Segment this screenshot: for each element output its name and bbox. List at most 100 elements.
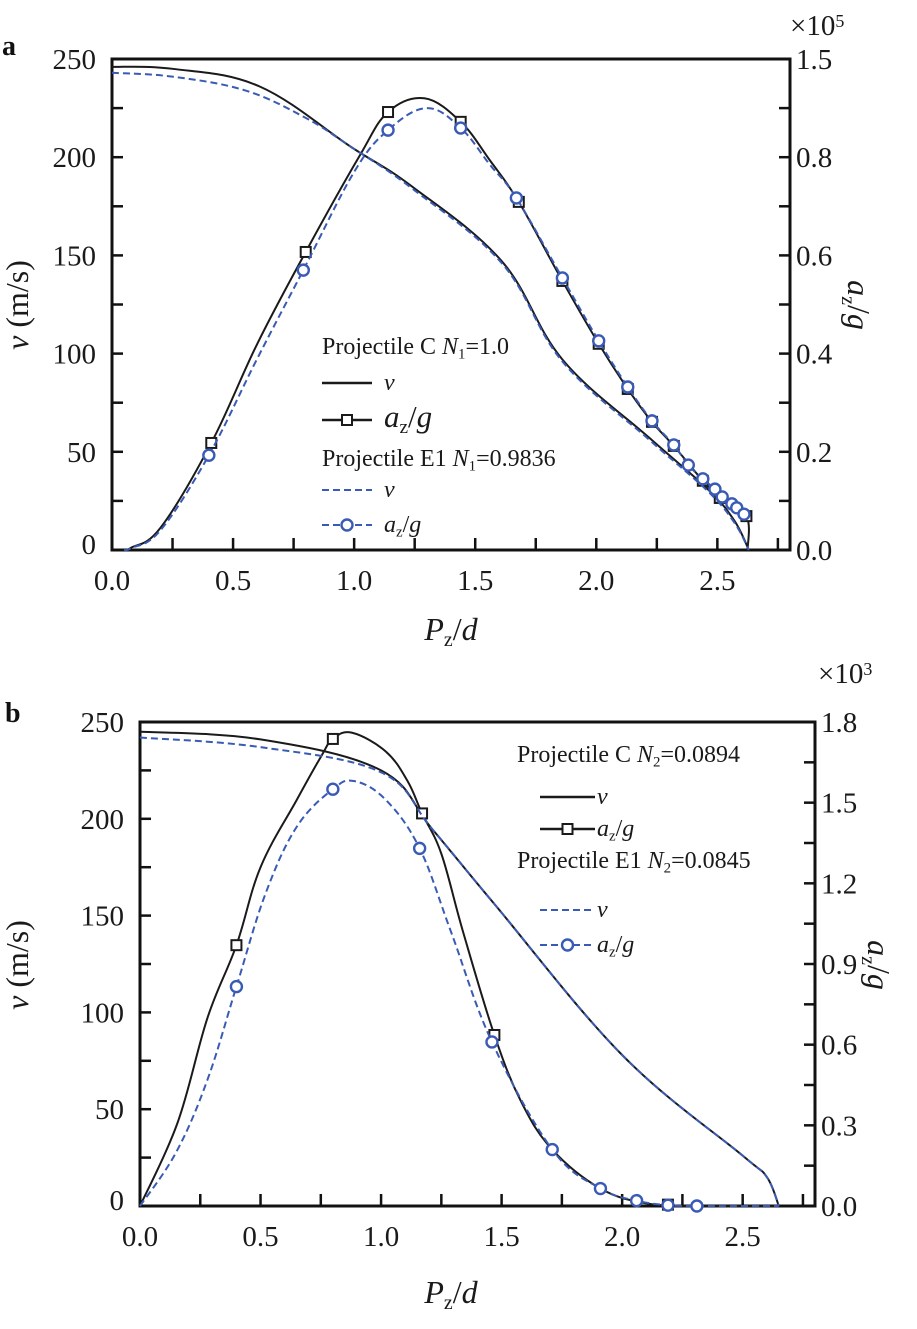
x-tick-label: 0.0: [122, 1221, 158, 1253]
x-tick-label: 1.5: [457, 565, 493, 597]
data-point-square: [230, 939, 243, 952]
data-point-square: [326, 732, 339, 745]
series-E1-v: [139, 736, 780, 1207]
y-axis-label: v (m/s): [0, 260, 35, 350]
x-tick-label: 0.0: [94, 565, 130, 597]
y-tick-label: 50: [67, 437, 96, 469]
x-tick-label: 2.5: [699, 565, 735, 597]
series-line: [123, 96, 750, 552]
y-tick-label: 150: [81, 901, 125, 933]
legend-title: Projectile C N1=1.0: [322, 334, 509, 362]
data-point-square: [299, 245, 312, 258]
y2-tick-label: 0.9: [821, 949, 857, 981]
legend-entry-label: v: [597, 784, 608, 810]
data-point-circle: [453, 121, 468, 135]
chart-panel-a: 0.0 0.5 1.0 1.5 2.0 2.5 0 50 100 150 200 250 0.0 0.2 0…: [0, 10, 877, 651]
x-tick-label: 0.5: [215, 565, 251, 597]
data-point-circle: [696, 472, 710, 486]
x-tick-label: 1.0: [363, 1221, 399, 1253]
data-point-circle: [681, 458, 695, 472]
series-line: [111, 71, 750, 551]
data-point-circle: [326, 782, 340, 796]
y2-tick-label: 1.8: [821, 707, 857, 739]
series-C-az-g: [139, 731, 779, 1211]
y2-multiplier: ×103: [818, 658, 872, 690]
data-point-circle: [412, 841, 427, 856]
y-tick-label: 200: [53, 142, 97, 174]
y2-multiplier: ×105: [790, 10, 844, 42]
y-tick-label: 50: [95, 1094, 124, 1126]
data-point-circle: [229, 979, 244, 994]
y2-axis-label: az/g: [857, 940, 897, 990]
y-tick-label: 0: [110, 1185, 125, 1217]
x-tick-label: 1.0: [336, 565, 372, 597]
data-point-circle: [661, 1198, 675, 1212]
data-point-circle: [629, 1193, 644, 1208]
y2-tick-label: 0.6: [821, 1030, 857, 1062]
y-tick-label: 100: [53, 339, 97, 371]
data-point-circle: [545, 1142, 559, 1157]
y-tick-label: 200: [81, 804, 125, 836]
panel-label: a: [2, 31, 16, 62]
y-tick-label: 100: [81, 997, 125, 1029]
y-tick-label: 150: [53, 240, 97, 272]
series-C-v: [111, 65, 750, 551]
y-tick-label: 0: [82, 529, 97, 561]
chart-panel-b: 0.0 0.5 1.0 1.5 2.0 2.5 0 50 100 150 200 250 0.0 0.3 0…: [0, 658, 897, 1314]
series-C-az-g: [123, 96, 753, 552]
y2-tick-label: 0.0: [796, 535, 832, 567]
legend-entry-label: az/g: [597, 816, 634, 844]
data-point-circle: [555, 271, 570, 285]
legend-entry-label: az/g: [597, 932, 634, 960]
data-point-square: [382, 106, 395, 119]
y2-tick-label: 1.5: [821, 788, 857, 820]
y2-tick-label: 0.3: [821, 1110, 857, 1142]
legend-marker-circle: [340, 518, 354, 532]
y-axis-label: v (m/s): [0, 920, 35, 1010]
legend: Projectile C N2=0.0894 v az/g Projectile E1…: [517, 742, 751, 960]
x-tick-label: 0.5: [242, 1221, 278, 1253]
series-line: [139, 736, 780, 1207]
data-point-circle: [296, 263, 310, 277]
y2-tick-label: 0.6: [796, 240, 832, 272]
data-point-circle: [485, 1035, 499, 1049]
legend-entry-label: v: [384, 477, 395, 503]
plot-frame: [110, 57, 792, 552]
series-E1-v: [111, 71, 750, 551]
x-tick-label: 2.0: [604, 1221, 640, 1253]
x-tick-label: 1.5: [483, 1221, 519, 1253]
series-line: [139, 730, 780, 1207]
data-point-square: [416, 807, 429, 820]
y-tick-label: 250: [53, 44, 97, 76]
legend-title: Projectile E1 N2=0.0845: [517, 848, 751, 876]
x-axis-label: Pz/d: [423, 1274, 478, 1314]
data-point-circle: [621, 380, 635, 394]
series-C-v: [139, 730, 780, 1207]
data-point-circle: [645, 414, 659, 428]
legend-marker-circle: [560, 938, 575, 952]
y2-tick-label: 1.5: [796, 44, 832, 76]
legend: Projectile C N1=1.0 v az/g Projectile E1 N1…: [322, 334, 556, 540]
series-line: [139, 731, 779, 1208]
data-point-circle: [381, 123, 395, 137]
series-E1-az-g: [139, 779, 779, 1213]
series-line: [123, 107, 745, 552]
y2-tick-label: 1.2: [821, 868, 857, 900]
data-point-circle: [715, 490, 729, 504]
legend-entry-label: az/g: [384, 399, 432, 438]
y2-tick-label: 0.0: [821, 1191, 857, 1223]
data-point-circle: [202, 448, 216, 462]
data-point-circle: [667, 438, 681, 452]
y2-tick-label: 0.4: [796, 339, 833, 371]
x-tick-label: 2.5: [725, 1221, 761, 1253]
series-line: [111, 65, 750, 551]
legend-title: Projectile C N2=0.0894: [517, 742, 740, 770]
data-point-circle: [708, 482, 722, 496]
legend-marker-square: [561, 823, 574, 835]
y2-axis-label: az/g: [837, 280, 877, 330]
x-axis-label: Pz/d: [423, 611, 478, 651]
data-point-circle: [737, 507, 751, 521]
panel-label: b: [5, 698, 21, 729]
data-point-circle: [509, 191, 524, 205]
